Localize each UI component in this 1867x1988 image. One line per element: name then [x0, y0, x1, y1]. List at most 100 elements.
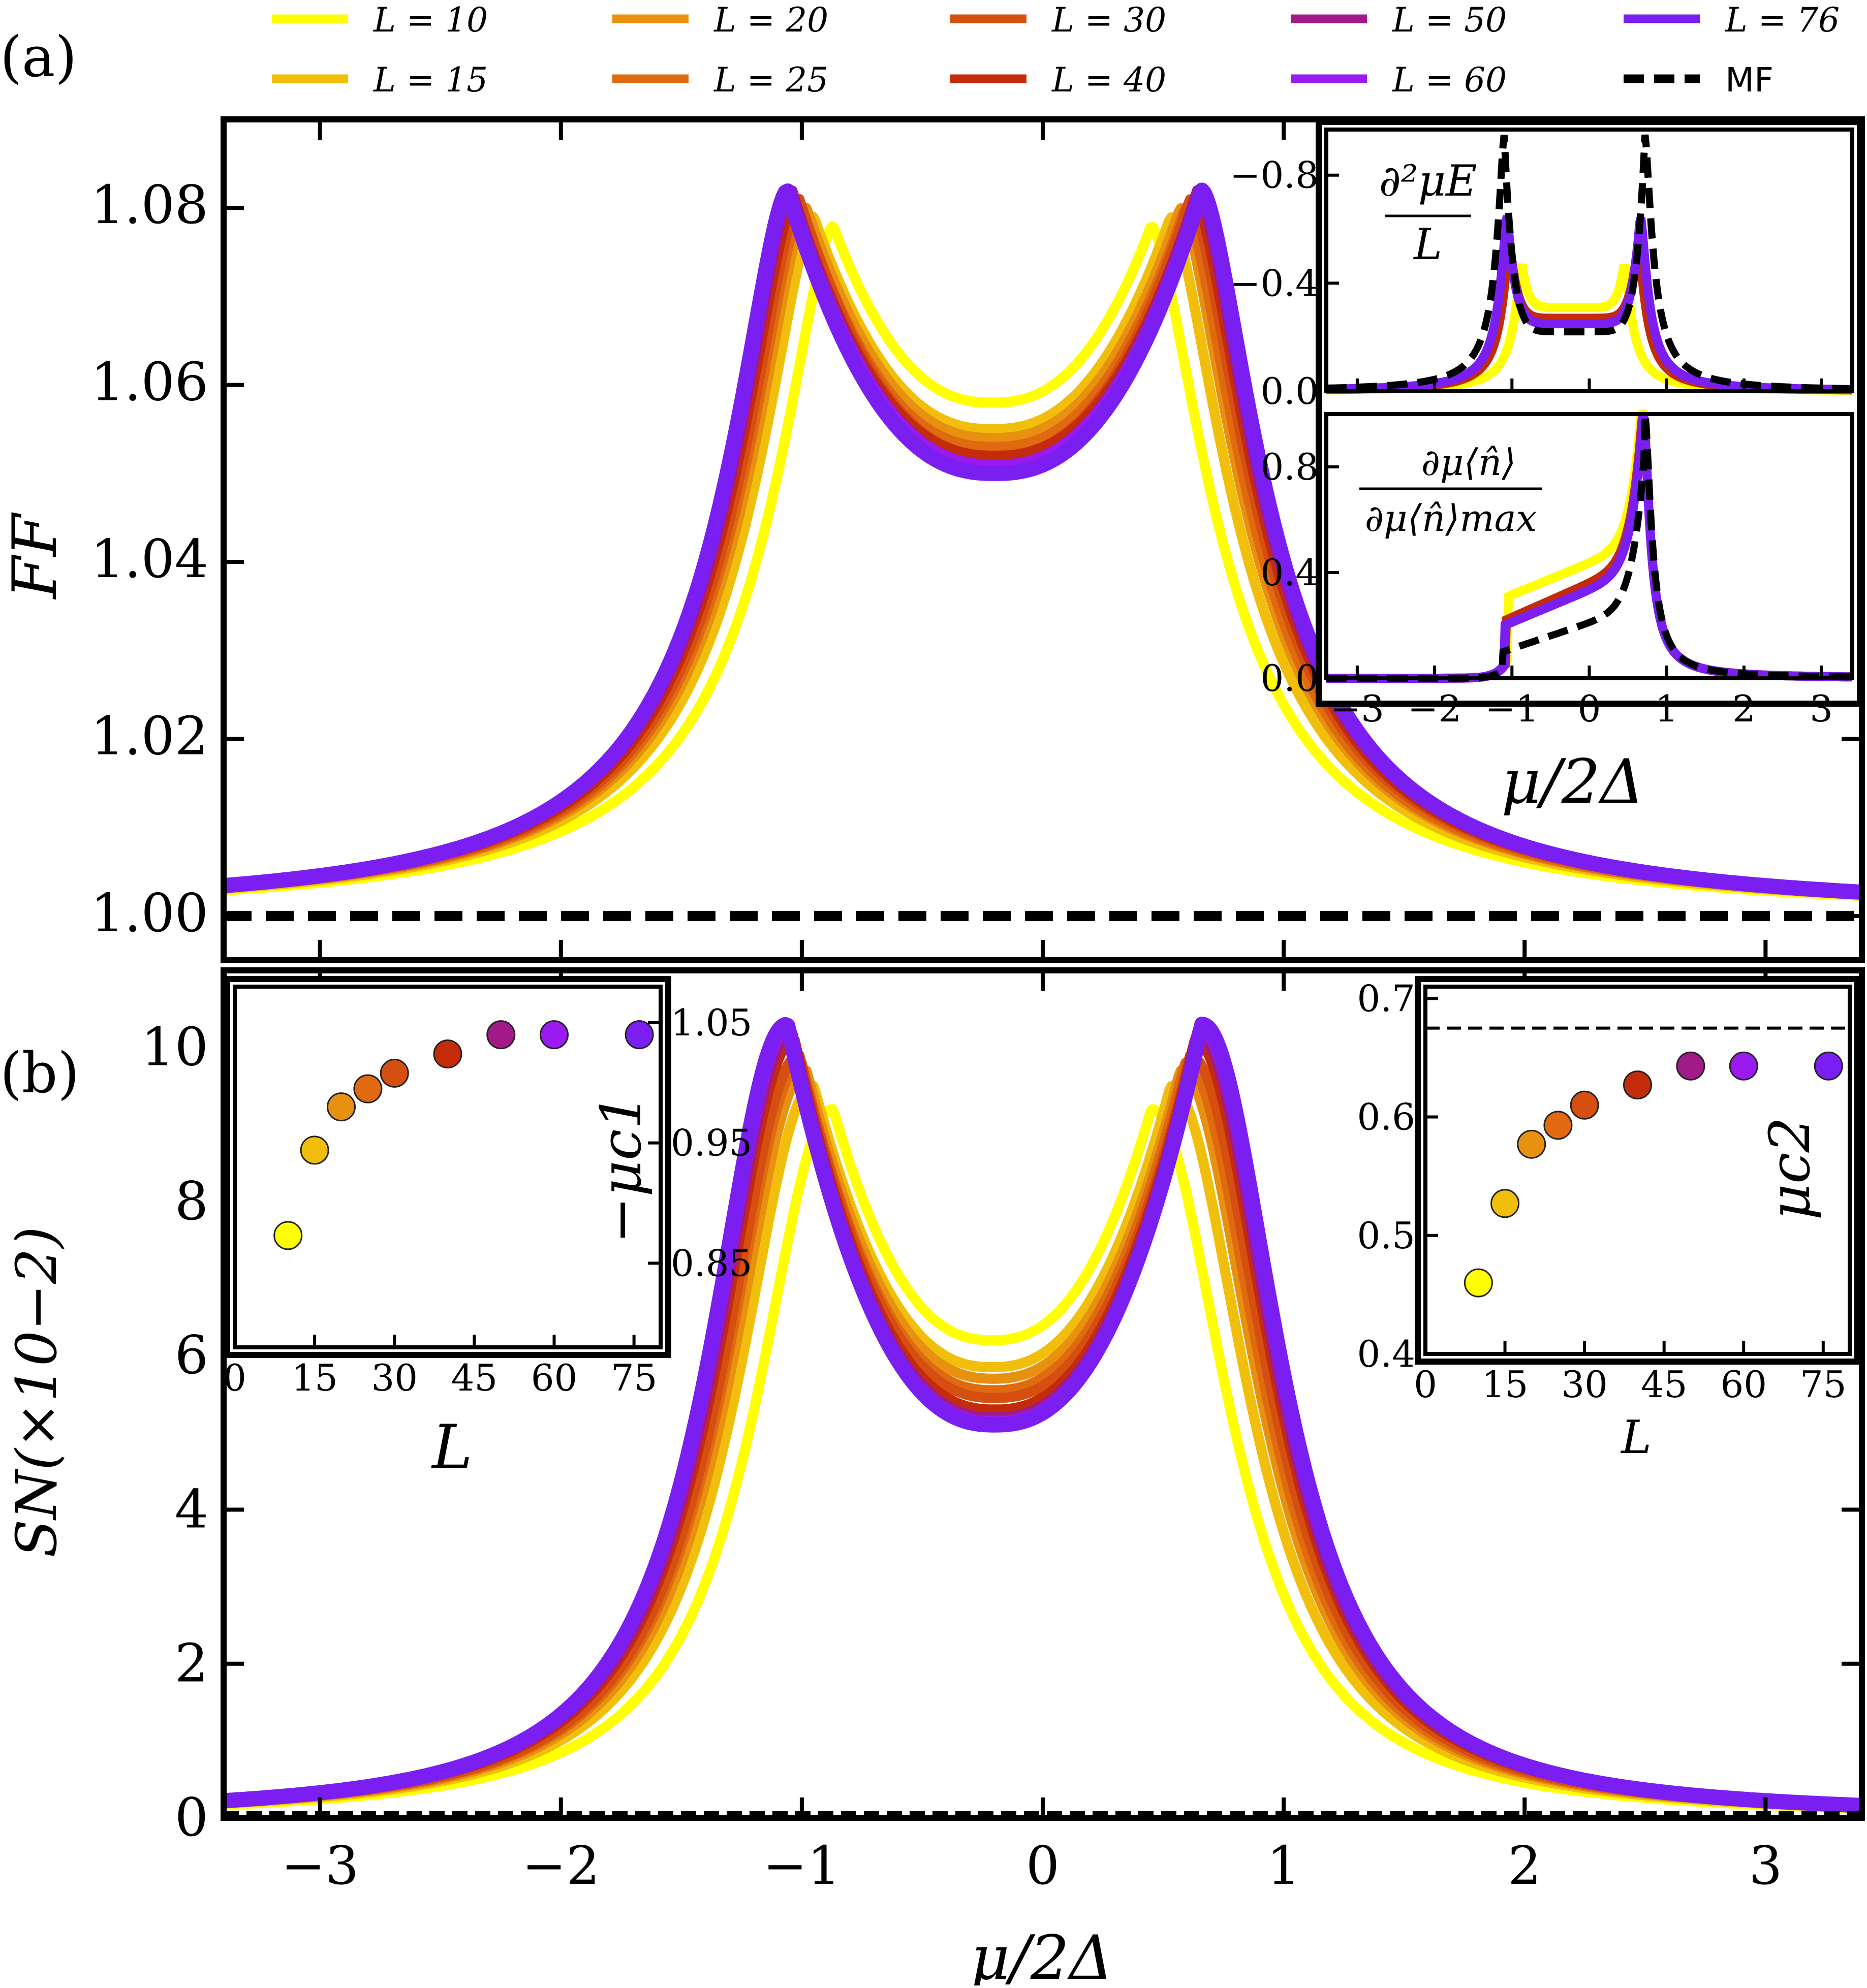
data-point-l25 — [1543, 1111, 1573, 1140]
data-point-l40 — [433, 1039, 462, 1069]
x-tick-label: 0 — [1026, 1835, 1060, 1897]
data-point-l20 — [1517, 1129, 1546, 1159]
x-tick-label: −2 — [522, 1835, 600, 1897]
x-tick-label: 2 — [1508, 1835, 1541, 1897]
legend-label: L = 60 — [1392, 60, 1507, 100]
x-tick-label: 1 — [1267, 1835, 1300, 1897]
inset-frame — [1415, 976, 1860, 1365]
legend-label: L = 30 — [1051, 1, 1166, 40]
y-tick-label: 1.06 — [90, 351, 208, 413]
x-tick-label: 3 — [1810, 687, 1833, 730]
y-tick-label: 0.8 — [1260, 446, 1319, 488]
data-point-l40 — [1623, 1070, 1652, 1100]
y-tick-label: 1.02 — [90, 705, 208, 767]
x-tick-label: 0 — [1414, 1363, 1437, 1406]
data-point-l15 — [1490, 1189, 1520, 1218]
y-tick-label: 0.4 — [1260, 551, 1319, 594]
y-tick-label: 1.05 — [671, 1001, 752, 1044]
y-tick-label: −0.8 — [1230, 154, 1319, 197]
legend-label: L = 25 — [713, 60, 828, 100]
series-l76 — [218, 182, 1867, 900]
x-tick-label: 45 — [1641, 1363, 1688, 1406]
data-point-l76 — [625, 1020, 654, 1050]
inset-b-inset-left: 0 15 30 45 60 75 0.85 0.95 1.05 L −μc1 — [223, 976, 752, 1483]
legend-entry-l60: L = 60 — [1291, 60, 1507, 100]
x-tick-label: 45 — [451, 1356, 498, 1399]
x-tick-label: 3 — [1749, 1835, 1782, 1897]
x-tick-label: 2 — [1732, 687, 1756, 730]
y-axis-label: FF — [0, 512, 71, 599]
legend-label: L = 20 — [713, 1, 828, 40]
x-tick-label: −3 — [1330, 687, 1384, 730]
x-tick-label: 0 — [223, 1356, 246, 1399]
y-tick-label: 0.95 — [671, 1122, 752, 1164]
y-tick-label: 6 — [175, 1324, 208, 1386]
legend-label: L = 40 — [1051, 60, 1166, 100]
legend: L = 10 L = 20 L = 30 L = 50 L = 76 L = 15 L = … — [272, 1, 1840, 100]
y-tick-label: 10 — [141, 1016, 208, 1078]
legend-entry-l76: L = 76 — [1624, 1, 1840, 40]
data-point-l10 — [1464, 1268, 1493, 1298]
inset-xlabel: L — [1620, 1411, 1652, 1464]
y-tick-label: 1.00 — [90, 882, 208, 944]
x-tick-label: −3 — [281, 1835, 359, 1897]
inset-axes — [233, 985, 663, 1349]
x-tick-label: −2 — [1408, 687, 1461, 730]
x-tick-label: 30 — [1561, 1363, 1608, 1406]
y-axis-label: SN(×10−2) — [4, 1226, 69, 1558]
y-tick-label: 4 — [175, 1478, 208, 1540]
x-tick-label: 15 — [291, 1356, 338, 1399]
legend-entry-l15: L = 15 — [272, 60, 488, 100]
data-point-l76 — [1814, 1051, 1843, 1081]
panel-b: 0 2 4 6 8 10 −3 −2 −1 0 1 2 3 (b) μ/2Δ SN(×10−2) — [0, 967, 1867, 1988]
x-tick-label: 30 — [371, 1356, 418, 1399]
legend-label: L = 50 — [1392, 1, 1507, 40]
data-point-l20 — [327, 1092, 356, 1122]
y-tick-label: 0 — [175, 1786, 208, 1848]
y-tick-label: −0.4 — [1230, 262, 1319, 304]
data-point-l10 — [273, 1221, 303, 1250]
y-tick-label: 0.7 — [1357, 977, 1415, 1020]
x-tick-label: 15 — [1482, 1363, 1529, 1406]
series-l76 — [1326, 215, 1853, 394]
data-point-l30 — [1570, 1090, 1599, 1120]
x-tick-label: 75 — [1800, 1363, 1847, 1406]
data-point-l50 — [486, 1020, 516, 1050]
inset-xlabel: L — [431, 1412, 473, 1483]
panel-label-a: (a) — [0, 24, 77, 89]
legend-entry-mf: MF — [1624, 60, 1773, 100]
y-tick-label: 1.04 — [90, 528, 208, 590]
panel-label-b: (b) — [0, 1040, 79, 1106]
inset-axes — [1423, 985, 1852, 1356]
legend-entry-l40: L = 40 — [950, 60, 1166, 100]
x-tick-label: −1 — [763, 1835, 841, 1897]
data-point-l50 — [1676, 1051, 1705, 1081]
y-tick-label: 0.5 — [1357, 1214, 1415, 1257]
x-tick-label: 60 — [531, 1356, 578, 1399]
series-mf — [1326, 414, 1852, 682]
legend-entry-l50: L = 50 — [1291, 1, 1507, 40]
x-axis-label: μ/2Δ — [970, 1923, 1113, 1985]
inset-a-top-ylabel-num: ∂²μE — [1379, 156, 1477, 206]
data-point-l60 — [1729, 1051, 1758, 1081]
x-tick-label: 75 — [611, 1356, 658, 1399]
legend-label: L = 76 — [1725, 1, 1840, 40]
y-tick-label: 2 — [175, 1632, 208, 1694]
series-l76 — [218, 1017, 1867, 1813]
inset-a-bottom-ylabel-num: ∂μ⟨n̂⟩ — [1421, 441, 1516, 484]
inset-a-bottom-ylabel-den: ∂μ⟨n̂⟩max — [1365, 497, 1537, 540]
legend-entry-l30: L = 30 — [950, 1, 1166, 40]
legend-entry-l10: L = 10 — [272, 1, 488, 40]
inset-ylabel: −μc1 — [588, 1093, 654, 1243]
legend-entry-l20: L = 20 — [612, 1, 828, 40]
y-tick-label: 0.0 — [1260, 657, 1319, 700]
legend-label: MF — [1725, 60, 1773, 100]
x-tick-label: 1 — [1655, 687, 1678, 730]
y-tick-label: 0.0 — [1260, 370, 1319, 413]
legend-label: L = 10 — [373, 1, 488, 40]
legend-label: L = 15 — [373, 60, 488, 100]
legend-entry-l25: L = 25 — [612, 60, 828, 100]
inset-a-bottom: 0.0 0.4 0.8 −3 −2 −1 0 1 2 3 μ/2Δ ∂μ⟨n̂⟩ ∂μ⟨n̂⟩max — [1260, 409, 1854, 817]
